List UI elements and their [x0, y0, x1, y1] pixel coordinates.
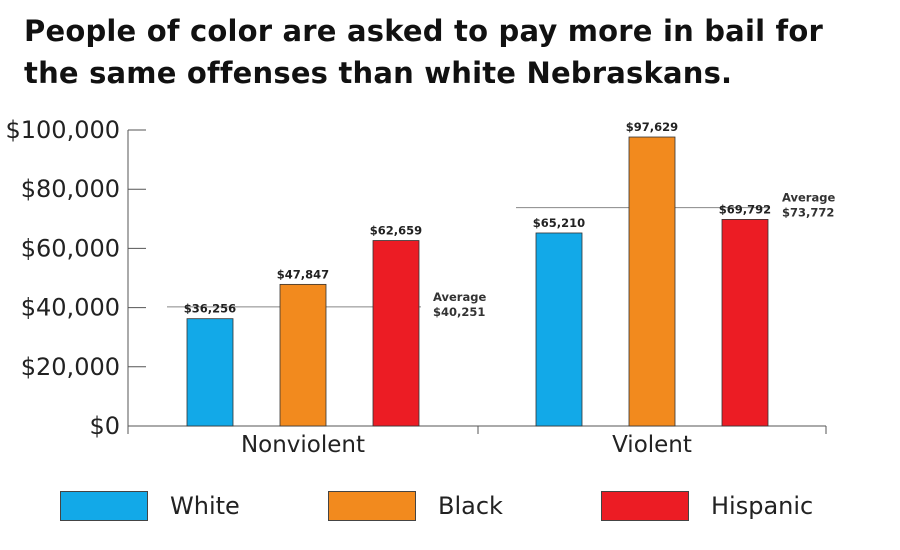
- data-label: $62,659: [370, 224, 422, 238]
- legend-swatch: [60, 491, 148, 521]
- average-label: $40,251: [433, 305, 485, 319]
- y-tick-label: $80,000: [21, 175, 120, 203]
- y-tick-label: $0: [89, 412, 120, 440]
- bar: [535, 232, 583, 427]
- y-tick-label: $60,000: [21, 234, 120, 262]
- average-title: Average: [433, 290, 486, 304]
- legend-label: Hispanic: [711, 492, 814, 520]
- labels: $36,256 $47,847 $62,659 $65,210 $97,629 $69,7…: [184, 120, 836, 319]
- legend-label: White: [170, 492, 240, 520]
- y-tick-label: $40,000: [21, 294, 120, 322]
- y-tick-label: $100,000: [5, 116, 120, 144]
- chart-title: People of color are asked to pay more in…: [24, 14, 823, 90]
- legend-item: Black: [328, 488, 503, 524]
- data-label: $47,847: [277, 267, 329, 281]
- legend-label: Black: [438, 492, 503, 520]
- bar: [628, 136, 676, 427]
- legend: White Black Hispanic: [0, 488, 900, 528]
- bar: [721, 219, 769, 427]
- bar: [186, 318, 234, 427]
- legend-item: Hispanic: [601, 488, 813, 524]
- legend-swatch: [601, 491, 689, 521]
- bar: [372, 240, 420, 427]
- legend-swatch: [328, 491, 416, 521]
- axes: $0 $20,000 $40,000 $60,000 $80,000 $100,000 No…: [5, 116, 827, 458]
- data-label: $36,256: [184, 302, 236, 316]
- y-tick-label: $20,000: [21, 353, 120, 381]
- data-label: $97,629: [626, 120, 678, 134]
- data-label: $69,792: [719, 202, 771, 216]
- bars: [186, 136, 769, 427]
- category-label: Violent: [612, 432, 692, 458]
- average-title: Average: [782, 191, 835, 205]
- category-label: Nonviolent: [241, 432, 365, 458]
- data-label: $65,210: [533, 216, 585, 230]
- average-label: $73,772: [782, 206, 834, 220]
- bar-chart: $0 $20,000 $40,000 $60,000 $80,000 $100,000 No…: [5, 116, 836, 458]
- bar: [279, 283, 327, 427]
- legend-item: White: [60, 488, 240, 524]
